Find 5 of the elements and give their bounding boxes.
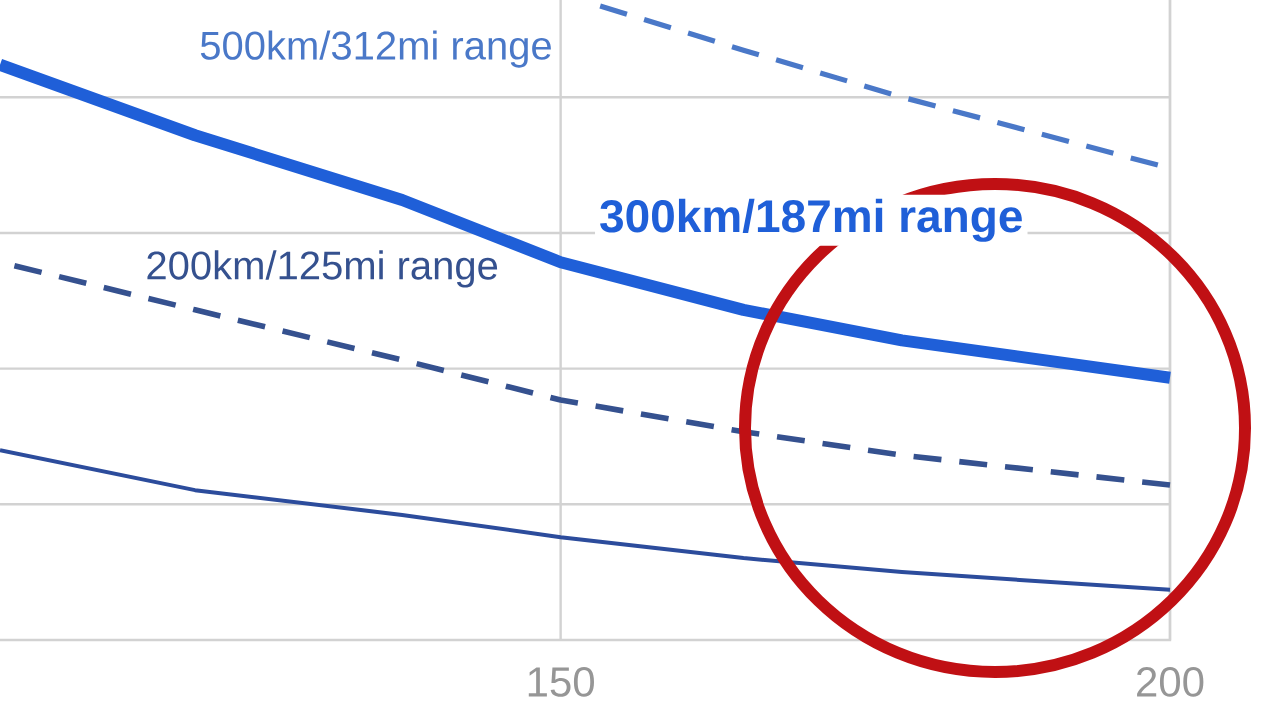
series-label: 200km/125mi range: [147, 250, 498, 288]
x-tick-label: 150: [528, 667, 594, 697]
series-label: 300km/187mi range: [600, 198, 1022, 242]
series-label: 500km/312mi range: [200, 30, 551, 68]
x-tick-label: 200: [1137, 667, 1204, 697]
